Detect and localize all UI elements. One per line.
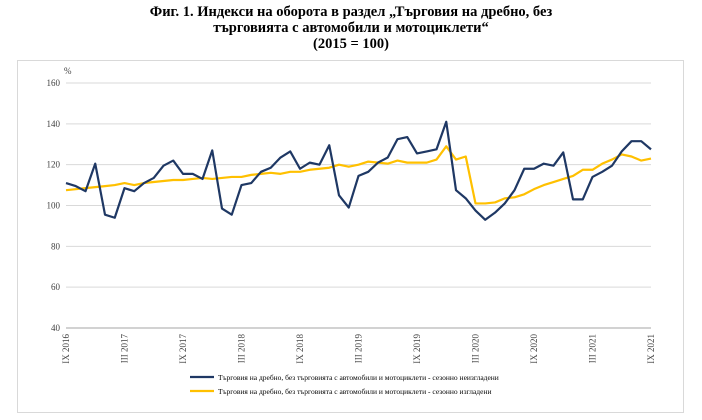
y-axis-ticks: 40 60 80 100 120 140 160 — [47, 78, 61, 333]
x-tick-label: III 2020 — [471, 334, 481, 364]
y-tick-label: 140 — [47, 119, 61, 129]
y-tick-label: 120 — [47, 160, 61, 170]
x-tick-label: III 2017 — [120, 334, 130, 364]
x-tick-label: III 2018 — [237, 334, 247, 364]
y-axis-unit: % — [64, 66, 72, 76]
y-tick-label: 60 — [51, 282, 61, 292]
title-line-3: (2015 = 100) — [313, 36, 389, 52]
title-line-1: Фиг. 1. Индекси на оборота в раздел „Тър… — [149, 4, 553, 20]
y-tick-label: 160 — [47, 78, 61, 88]
series-line-not-adjusted — [65, 120, 652, 221]
chart-title: Фиг. 1. Индекси на оборота в раздел „Тър… — [0, 4, 702, 52]
series-lines — [65, 120, 652, 221]
gridlines — [66, 82, 651, 329]
y-tick-label: 40 — [51, 323, 61, 333]
x-tick-label: III 2019 — [354, 334, 364, 364]
legend-label: Търговия на дребно, без търговията с авт… — [218, 387, 491, 396]
title-line-2: търговията с автомобили и мотоциклети“ — [213, 20, 489, 36]
x-tick-label: IX 2017 — [178, 334, 188, 364]
legend-label: Търговия на дребно, без търговията с авт… — [218, 373, 499, 382]
legend: Търговия на дребно, без търговията с авт… — [190, 373, 499, 396]
x-tick-label: IX 2016 — [61, 334, 71, 364]
x-tick-label: IX 2021 — [646, 334, 656, 364]
y-tick-label: 80 — [51, 241, 61, 251]
x-axis-ticks: IX 2016 III 2017 IX 2017 III 2018 IX 2018 III… — [61, 334, 656, 364]
y-tick-label: 100 — [47, 201, 61, 211]
x-tick-label: IX 2019 — [412, 334, 422, 364]
chart-area — [17, 60, 684, 413]
x-tick-label: IX 2020 — [529, 334, 539, 364]
x-tick-label: IX 2018 — [295, 334, 305, 364]
x-tick-label: III 2021 — [588, 334, 598, 363]
series-line-seasonally-adjusted — [65, 145, 652, 205]
